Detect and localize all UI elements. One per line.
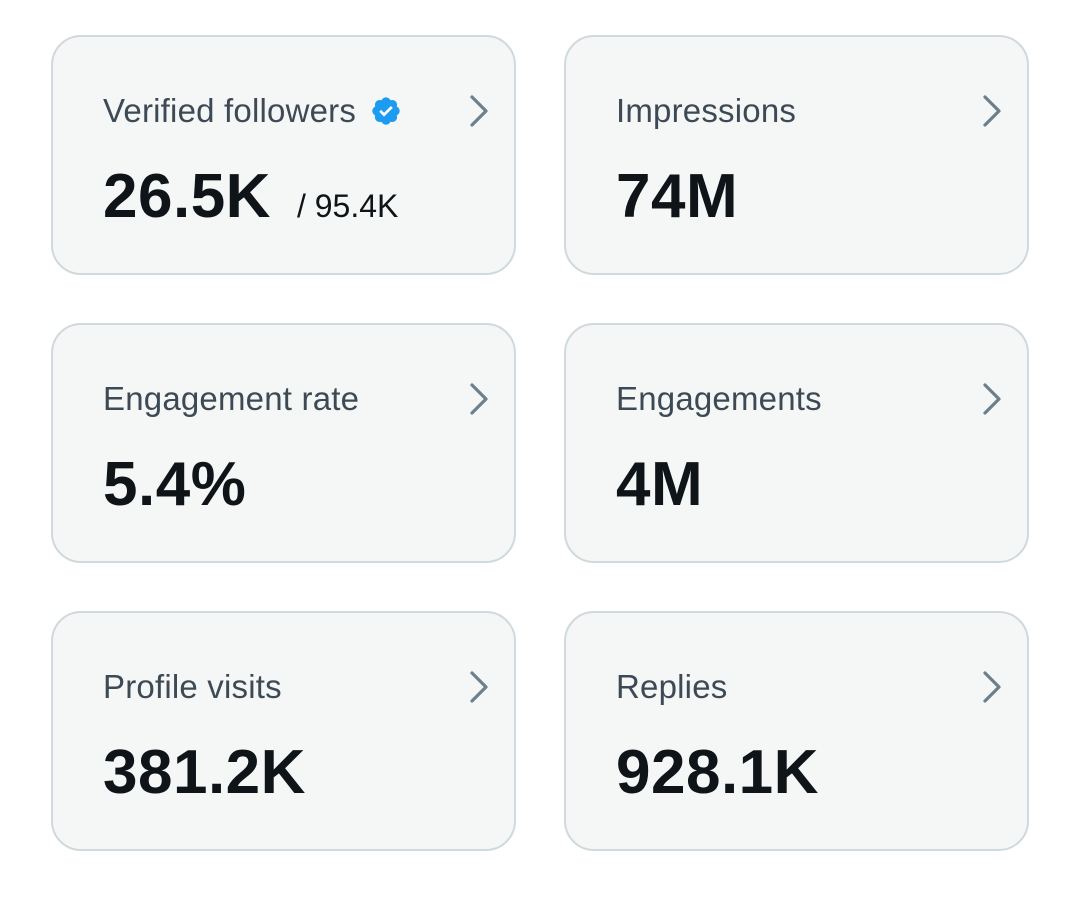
chevron-right-icon: [464, 381, 492, 417]
metric-card-verified-followers[interactable]: Verified followers 26.5K / 95.4K: [51, 35, 516, 275]
card-value: 381.2K: [103, 738, 306, 807]
card-header: Engagement rate: [103, 377, 359, 421]
metrics-grid: Verified followers 26.5K / 95.4K Impress…: [51, 35, 1029, 851]
metric-card-profile-visits[interactable]: Profile visits 381.2K: [51, 611, 516, 851]
metric-card-replies[interactable]: Replies 928.1K: [564, 611, 1029, 851]
chevron-right-icon: [977, 669, 1005, 705]
card-value-row: 74M: [616, 162, 739, 231]
card-value: 5.4%: [103, 450, 247, 519]
card-header: Engagements: [616, 377, 822, 421]
chevron-right-icon: [464, 669, 492, 705]
card-value: 26.5K: [103, 162, 271, 231]
card-label: Engagement rate: [103, 380, 360, 417]
card-header: Verified followers: [103, 89, 402, 133]
card-value-row: 4M: [616, 450, 704, 519]
card-label: Profile visits: [103, 668, 282, 705]
card-label: Engagements: [616, 380, 822, 417]
chevron-right-icon: [464, 93, 492, 129]
verified-badge-icon: [370, 95, 402, 127]
card-header: Profile visits: [103, 665, 282, 709]
card-value-row: 381.2K: [103, 738, 306, 807]
card-value: 928.1K: [616, 738, 819, 807]
card-label: Replies: [616, 668, 728, 705]
metric-card-engagement-rate[interactable]: Engagement rate 5.4%: [51, 323, 516, 563]
chevron-right-icon: [977, 93, 1005, 129]
card-header: Replies: [616, 665, 727, 709]
card-total: / 95.4K: [296, 188, 399, 224]
card-value: 4M: [616, 450, 704, 519]
card-value: 74M: [616, 162, 739, 231]
card-value-row: 5.4%: [103, 450, 247, 519]
metric-card-engagements[interactable]: Engagements 4M: [564, 323, 1029, 563]
card-label: Verified followers: [103, 92, 357, 129]
metric-card-impressions[interactable]: Impressions 74M: [564, 35, 1029, 275]
chevron-right-icon: [977, 381, 1005, 417]
card-value-row: 26.5K / 95.4K: [103, 162, 399, 231]
card-header: Impressions: [616, 89, 796, 133]
card-value-row: 928.1K: [616, 738, 819, 807]
card-label: Impressions: [616, 92, 797, 129]
